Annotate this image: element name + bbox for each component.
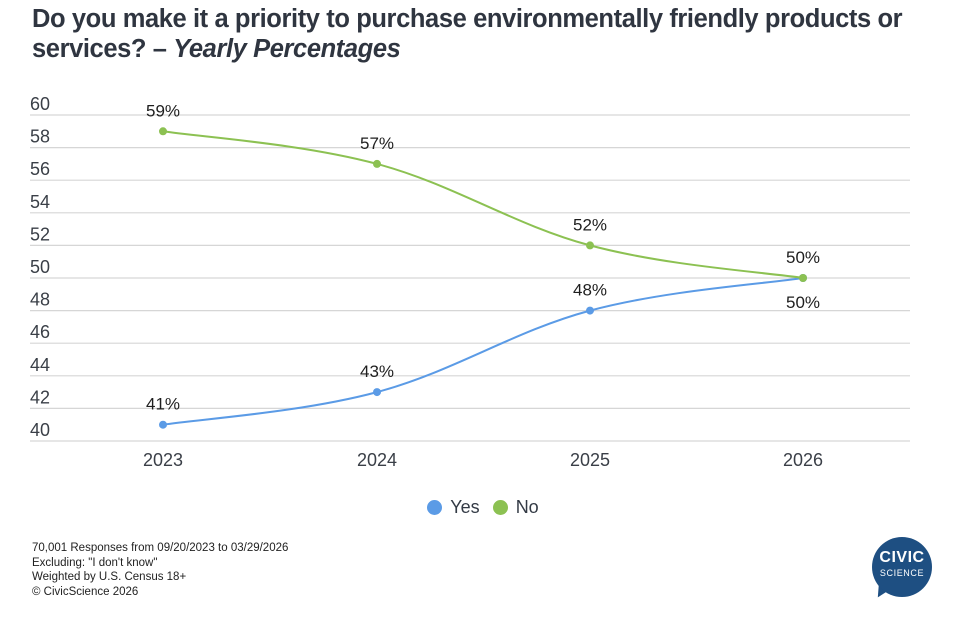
data-label-yes-2023: 41% [146,395,180,414]
legend-dot-no-icon [492,500,508,515]
data-point-no-2026[interactable] [799,274,807,282]
y-tick-label-52: 52 [30,224,50,244]
series-line-yes [162,277,804,426]
footer-responses: 70,001 Responses from 09/20/2023 to 03/2… [32,542,289,554]
x-tick-label-2023: 2023 [143,450,183,470]
data-point-yes-2024[interactable] [373,388,381,397]
y-tick-label-54: 54 [30,192,50,212]
chart-title-main: Do you make it a priority to purchase en… [32,5,903,63]
y-tick-label-58: 58 [30,127,50,147]
logo-speech-bubble-icon [872,537,932,597]
data-label-yes-2026: 50% [786,293,820,312]
data-label-no-2023: 59% [146,101,180,120]
y-axis-ticks: 40 42 44 46 48 50 52 54 56 58 60 [30,94,50,440]
footer-weighting: Weighted by U.S. Census 18+ [32,571,187,583]
y-tick-label-42: 42 [30,387,50,407]
legend-item-yes[interactable]: Yes [427,497,480,518]
x-axis-ticks: 2023 2024 2025 2026 [143,450,823,470]
y-tick-label-48: 48 [30,290,50,310]
y-tick-label-46: 46 [30,322,50,342]
series-line-no [162,130,804,279]
footer-excluding: Excluding: "I don't know" [32,556,158,569]
data-label-no-2024: 57% [360,134,394,153]
y-tick-label-50: 50 [30,257,50,277]
data-labels: 41% 43% 48% 50% 59% 57% 52% 50% [146,101,820,413]
data-label-yes-2025: 48% [573,281,607,300]
data-point-no-2023[interactable] [159,127,167,136]
y-tick-label-60: 60 [30,94,50,114]
legend-label-no: No [515,497,539,517]
data-label-no-2026: 50% [786,248,820,267]
data-point-no-2025[interactable] [586,241,594,250]
chart-title: Do you make it a priority to purchase en… [32,4,952,64]
legend-item-no[interactable]: No [492,497,539,518]
data-point-yes-2023[interactable] [159,420,167,429]
y-tick-label-44: 44 [30,355,50,375]
chart-title-separator: – [146,35,174,63]
civicscience-logo: CIVIC SCIENCE [872,537,934,602]
legend-dot-yes-icon [427,500,443,515]
y-tick-label-40: 40 [30,420,50,440]
logo-text-civic: CIVIC [879,549,925,566]
x-tick-label-2026: 2026 [783,450,823,470]
footer-copyright: © CivicScience 2026 [32,585,139,598]
chart-subtitle: Yearly Percentages [173,35,401,63]
footer-notes: 70,001 Responses from 09/20/2023 to 03/2… [32,541,288,599]
y-tick-label-56: 56 [30,159,50,179]
data-label-no-2025: 52% [573,215,607,234]
x-tick-label-2024: 2024 [357,450,397,470]
logo-text-science: SCIENCE [879,568,925,578]
data-label-yes-2024: 43% [360,362,394,381]
legend: Yes No [0,497,966,520]
gridlines [30,114,910,442]
legend-label-yes: Yes [450,497,480,517]
series-lines [159,127,807,429]
data-point-yes-2025[interactable] [586,306,594,315]
data-point-no-2024[interactable] [373,159,381,168]
x-tick-label-2025: 2025 [570,450,610,470]
